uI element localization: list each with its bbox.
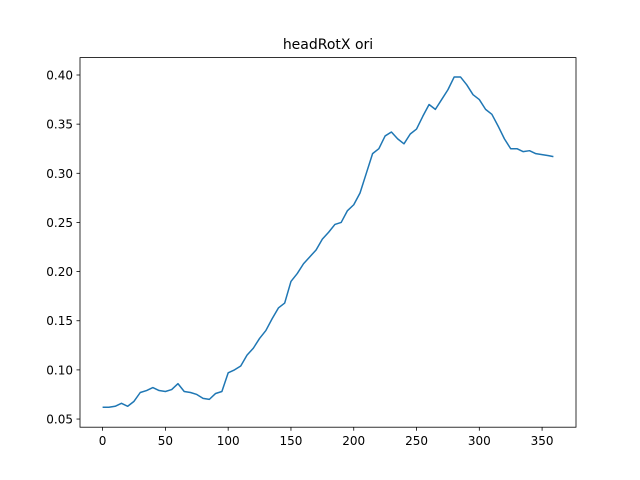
x-tick-label: 50	[158, 434, 173, 448]
x-tick-label: 150	[280, 434, 303, 448]
y-tick-label: 0.20	[46, 265, 73, 279]
x-tick-label: 200	[342, 434, 365, 448]
line	[102, 76, 554, 408]
x-tick-label: 100	[217, 434, 240, 448]
x-tick-label: 300	[468, 434, 491, 448]
plot-frame	[79, 57, 577, 428]
x-tick-label: 0	[99, 434, 107, 448]
y-tick-label: 0.15	[46, 314, 73, 328]
y-tick-label: 0.05	[46, 413, 73, 427]
y-tick-label: 0.10	[46, 363, 73, 377]
y-tick-label: 0.30	[46, 167, 73, 181]
y-tick-label: 0.25	[46, 216, 73, 230]
x-tick-label: 250	[405, 434, 428, 448]
chart-title: headRotX ori	[283, 37, 373, 53]
x-tick-label: 350	[531, 434, 554, 448]
y-tick-label: 0.40	[46, 68, 73, 82]
y-tick-label: 0.35	[46, 118, 73, 132]
